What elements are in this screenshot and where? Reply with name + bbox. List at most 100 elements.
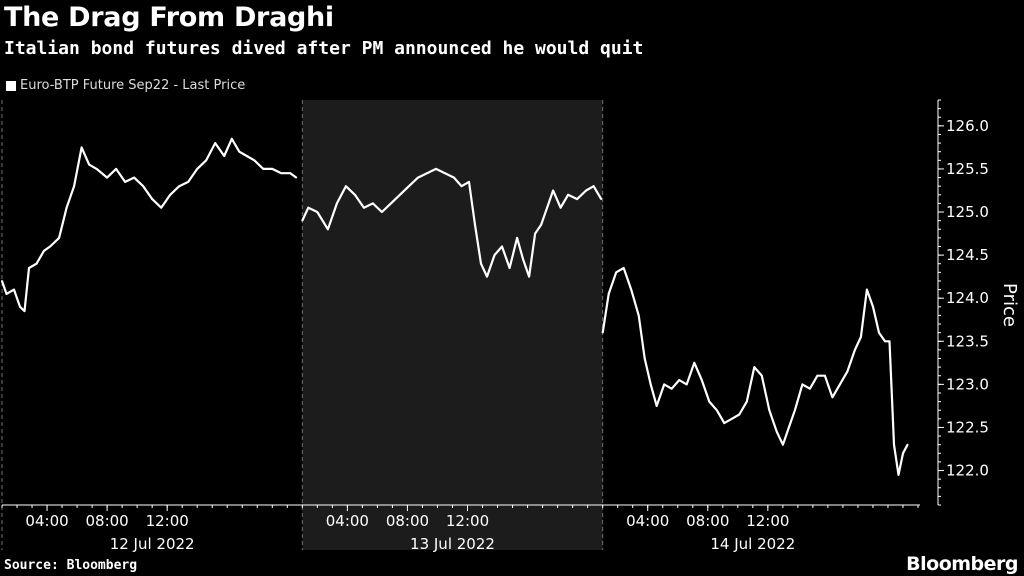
data-point <box>5 292 8 295</box>
bloomberg-logo: Bloomberg <box>906 553 1018 575</box>
x-tick-label: 08:00 <box>686 512 729 530</box>
data-point <box>787 426 790 429</box>
data-point <box>353 193 356 196</box>
price-series <box>0 137 909 476</box>
data-point <box>655 405 658 407</box>
data-point <box>846 370 849 373</box>
session-separators <box>1 100 604 550</box>
data-point <box>700 379 703 381</box>
data-point <box>760 374 763 377</box>
data-point <box>637 314 640 317</box>
data-point <box>893 443 895 446</box>
data-point <box>289 172 292 175</box>
data-point <box>453 176 455 179</box>
data-point <box>781 443 784 446</box>
data-point <box>576 198 579 200</box>
data-point <box>601 331 604 334</box>
data-point <box>142 185 145 188</box>
data-point <box>115 168 118 170</box>
data-point <box>860 336 862 338</box>
x-tick-label: 12:00 <box>146 512 189 530</box>
data-point <box>151 198 154 200</box>
data-point <box>178 185 181 188</box>
data-point <box>28 267 30 269</box>
data-point <box>592 185 595 188</box>
data-point <box>399 193 401 196</box>
data-point <box>816 374 819 377</box>
data-point <box>196 168 199 170</box>
data-point <box>508 267 511 269</box>
x-day-label: 13 Jul 2022 <box>410 535 495 553</box>
data-point <box>622 267 625 269</box>
data-point <box>534 232 536 235</box>
data-point <box>80 146 83 149</box>
data-point <box>831 396 834 399</box>
highlighted-session-band <box>302 100 603 550</box>
data-point <box>888 340 891 343</box>
y-axis-label: Price <box>999 283 1020 327</box>
data-point <box>906 443 909 446</box>
data-point <box>643 357 646 360</box>
data-point <box>307 206 310 209</box>
data-point <box>316 211 319 213</box>
data-point <box>295 176 298 179</box>
x-tick-label: 12:00 <box>746 512 789 530</box>
data-point <box>808 387 811 390</box>
data-point <box>630 288 633 291</box>
data-point <box>426 172 428 175</box>
data-point <box>301 219 304 222</box>
x-tick-label: 04:00 <box>25 512 68 530</box>
data-point <box>88 163 90 166</box>
data-point <box>649 383 652 386</box>
data-point <box>372 202 374 205</box>
data-point <box>205 159 208 162</box>
data-point <box>559 206 562 209</box>
data-point <box>344 185 347 188</box>
x-tick-label: 04:00 <box>626 512 669 530</box>
data-point <box>253 159 256 162</box>
data-point <box>19 305 21 308</box>
data-point <box>73 185 75 188</box>
chart-subtitle: Italian bond futures dived after PM anno… <box>4 38 644 59</box>
data-point <box>715 409 718 412</box>
data-point <box>214 142 217 144</box>
data-point <box>866 288 868 291</box>
data-point <box>326 228 329 231</box>
data-point <box>902 452 904 455</box>
data-point <box>522 258 524 261</box>
data-point <box>823 374 826 377</box>
y-tick-label: 124.0 <box>946 289 989 307</box>
data-point <box>390 202 392 205</box>
data-point <box>35 262 38 265</box>
data-point <box>516 236 518 239</box>
data-point <box>663 383 666 386</box>
data-point <box>670 387 673 390</box>
x-day-label: 14 Jul 2022 <box>710 535 795 553</box>
data-point <box>801 383 804 386</box>
data-point <box>708 400 711 403</box>
data-point <box>552 189 555 192</box>
legend: Euro-BTP Future Sep22 - Last Price <box>6 78 245 93</box>
data-point <box>271 168 274 170</box>
chart-title: The Drag From Draghi <box>4 2 334 33</box>
data-point <box>839 383 841 386</box>
data-point <box>133 176 136 179</box>
data-point <box>723 422 726 425</box>
data-point <box>381 211 383 213</box>
data-point <box>768 409 771 412</box>
data-point <box>106 176 109 179</box>
y-tick-label: 125.0 <box>946 203 989 221</box>
data-point <box>775 430 778 433</box>
data-point <box>362 206 365 209</box>
y-tick-label: 123.5 <box>946 332 989 350</box>
data-point <box>793 409 796 412</box>
y-tick-label: 126.0 <box>946 117 989 135</box>
data-point <box>169 193 172 196</box>
data-point <box>124 180 127 183</box>
series-line-segment-2 <box>601 266 909 476</box>
x-tick-label: 08:00 <box>386 512 429 530</box>
data-point <box>600 198 603 200</box>
data-point <box>678 379 681 381</box>
data-point <box>540 224 542 226</box>
